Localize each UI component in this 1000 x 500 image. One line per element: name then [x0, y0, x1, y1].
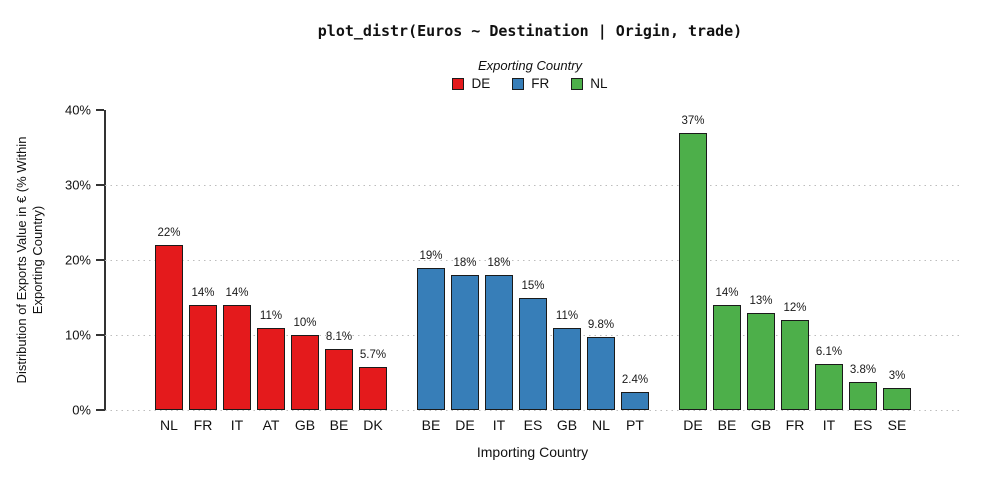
bar-NL-IT: [815, 364, 843, 410]
bar-NL-ES: [849, 381, 877, 410]
x-tick-label-FR-GB: GB: [556, 417, 578, 433]
bar-value-label-DE-IT: 14%: [225, 287, 249, 299]
x-tick-label-NL-FR: FR: [785, 417, 805, 433]
bar-value-label-NL-DE: 37%: [681, 114, 705, 127]
bar-value-label-FR-IT: 18%: [487, 257, 511, 269]
gridline-20: [105, 260, 960, 261]
gridline-30: [105, 185, 960, 186]
y-tick-40: [96, 109, 104, 111]
bar-FR-IT: [485, 275, 513, 410]
bar-value-label-NL-FR: 12%: [783, 302, 807, 314]
x-tick-label-NL-GB: GB: [750, 417, 772, 433]
bar-FR-ES: [519, 297, 547, 410]
y-tick-label-30: 30%: [64, 177, 91, 193]
bar-DE-AT: [257, 327, 285, 410]
x-tick-label-FR-IT: IT: [492, 417, 506, 433]
x-tick-label-NL-IT: IT: [822, 417, 836, 433]
x-tick-label-DE-FR: FR: [193, 417, 213, 433]
x-tick-label-NL-BE: BE: [717, 417, 737, 433]
bar-DE-BE: [325, 349, 353, 410]
legend-swatch-FR: [512, 77, 525, 90]
y-axis-title-line2: Exporting Country): [30, 205, 45, 315]
bar-value-label-FR-GB: 11%: [555, 309, 579, 322]
plot-area: Importing Country 0% 10% 20% 30% 40% 22% NL 14%…: [65, 103, 960, 460]
bar-NL-GB: [747, 312, 775, 410]
x-tick-label-DE-AT: AT: [262, 417, 280, 433]
bar-NL-SE: [883, 387, 911, 410]
legend-swatch-NL: [571, 77, 584, 90]
bar-value-label-FR-ES: 15%: [521, 279, 545, 292]
x-tick-label-DE-DK: DK: [363, 417, 383, 433]
y-axis-line: [104, 110, 106, 411]
x-axis-title: Importing Country: [476, 444, 589, 460]
bar-DE-NL: [155, 245, 183, 410]
y-tick-label-10: 10%: [64, 327, 91, 343]
bar-value-label-FR-NL: 9.8%: [587, 318, 615, 331]
x-tick-label-DE-NL: NL: [160, 417, 178, 433]
y-tick-label-20: 20%: [64, 252, 91, 268]
bar-value-label-FR-DE: 18%: [453, 257, 477, 269]
bar-DE-FR: [189, 305, 217, 410]
bar-value-label-DE-AT: 11%: [259, 309, 283, 322]
x-tick-label-DE-BE: BE: [329, 417, 349, 433]
legend-label-FR: FR: [531, 76, 550, 91]
chart-title: plot_distr(Euros ~ Destination | Origin,…: [317, 22, 743, 40]
bar-value-label-NL-BE: 14%: [715, 287, 739, 299]
legend-label-NL: NL: [590, 76, 608, 91]
bar-FR-BE: [417, 267, 445, 410]
legend-items: DE FR NL: [60, 76, 1000, 91]
y-tick-10: [96, 334, 104, 336]
x-tick-label-FR-ES: ES: [523, 417, 543, 433]
bar-DE-DK: [359, 367, 387, 410]
bar-value-label-NL-GB: 13%: [749, 294, 773, 307]
bar-value-label-DE-DK: 5.7%: [359, 349, 387, 362]
y-tick-30: [96, 184, 104, 186]
bar-NL-BE: [713, 305, 741, 410]
x-tick-label-NL-DE: DE: [683, 417, 703, 433]
bar-FR-PT: [621, 392, 649, 410]
bar-NL-FR: [781, 320, 809, 410]
bar-value-label-NL-ES: 3.8%: [849, 363, 877, 376]
bar-DE-GB: [291, 335, 319, 410]
y-axis-title: Distribution of Exports Value in € (% Wi…: [14, 137, 46, 384]
x-tick-label-NL-SE: SE: [887, 417, 907, 433]
legend-item-FR: FR: [512, 76, 549, 91]
x-tick-label-FR-BE: BE: [421, 417, 441, 433]
legend: Exporting Country DE FR NL: [60, 58, 1000, 91]
bar-value-label-NL-SE: 3%: [888, 369, 906, 382]
y-tick-label-0: 0%: [72, 402, 91, 418]
x-tick-label-DE-IT: IT: [230, 417, 244, 433]
bar-FR-DE: [451, 275, 479, 410]
bar-FR-NL: [587, 336, 615, 410]
bar-value-label-DE-NL: 22%: [157, 227, 181, 239]
y-tick-0: [96, 409, 104, 411]
bar-DE-IT: [223, 305, 251, 410]
x-tick-label-FR-NL: NL: [592, 417, 610, 433]
legend-title: Exporting Country: [477, 58, 583, 73]
bar-NL-DE: [679, 132, 707, 410]
x-tick-label-DE-GB: GB: [294, 417, 316, 433]
bar-value-label-FR-BE: 19%: [419, 249, 443, 262]
bar-value-label-FR-PT: 2.4%: [621, 374, 649, 386]
y-tick-label-40: 40%: [64, 102, 91, 118]
bar-FR-GB: [553, 327, 581, 410]
bar-value-label-DE-FR: 14%: [191, 287, 215, 299]
bar-value-label-DE-GB: 10%: [293, 317, 317, 329]
gridline-0: [105, 410, 960, 411]
legend-item-DE: DE: [452, 76, 490, 91]
legend-item-NL: NL: [571, 76, 608, 91]
x-tick-label-FR-DE: DE: [455, 417, 475, 433]
bar-value-label-NL-IT: 6.1%: [815, 346, 843, 359]
y-tick-20: [96, 259, 104, 261]
x-tick-label-FR-PT: PT: [626, 417, 644, 433]
y-axis-title-line1: Distribution of Exports Value in € (% Wi…: [14, 136, 29, 384]
bar-value-label-DE-BE: 8.1%: [325, 331, 353, 344]
legend-swatch-DE: [452, 77, 465, 90]
legend-label-DE: DE: [471, 76, 491, 91]
x-tick-label-NL-ES: ES: [853, 417, 873, 433]
